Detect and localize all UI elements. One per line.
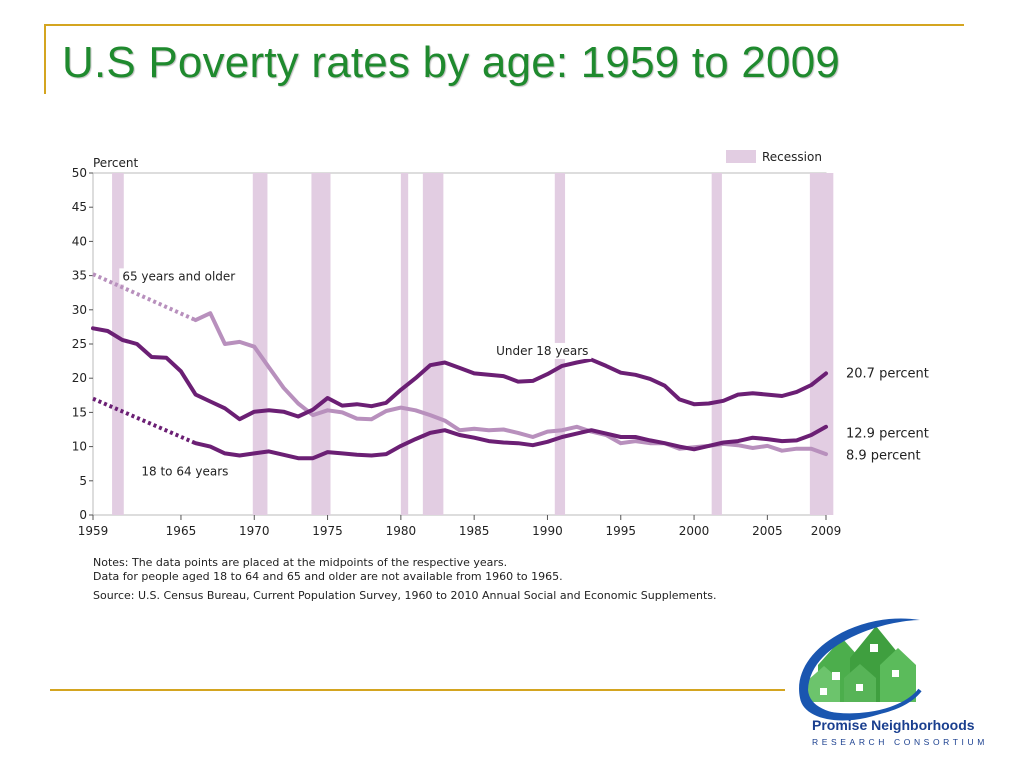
series-label-under-18-bg [493, 342, 592, 359]
y-tick-label: 30 [72, 303, 87, 317]
x-tick-label: 2000 [679, 524, 710, 538]
top-accent-rule [44, 24, 964, 26]
recession-bar [809, 173, 834, 515]
recession-bar [252, 173, 268, 515]
recession-bar [400, 173, 409, 515]
house-cluster-icon [808, 626, 916, 702]
legend-label: Recession [762, 150, 822, 164]
note-line-2: Data for people aged 18 to 64 and 65 and… [93, 569, 563, 583]
recession-bar [711, 173, 722, 515]
x-tick-label: 2009 [811, 524, 842, 538]
y-tick-label: 5 [79, 474, 87, 488]
series-line [91, 326, 828, 422]
slide-title: U.S Poverty rates by age: 1959 to 2009 [62, 38, 841, 87]
poverty-line-chart: 0 5 10 15 20 25 30 35 40 45 50 1959 1965 1970 1975 1980… [60, 140, 940, 610]
recession-bar [112, 173, 124, 515]
y-tick-label: 25 [72, 337, 87, 351]
series-label-18-64-bg [138, 463, 232, 480]
end-value-label: 20.7 percent [846, 366, 929, 381]
recession-bar [311, 173, 331, 515]
x-tick-label: 1995 [605, 524, 636, 538]
x-tick-label: 1980 [386, 524, 417, 538]
chart-svg: 0 5 10 15 20 25 30 35 40 45 50 1959 1965 1970 1975 1980… [72, 150, 929, 538]
promise-neighborhoods-logo [799, 618, 922, 721]
source-line: Source: U.S. Census Bureau, Current Popu… [93, 589, 717, 602]
y-tick-label: 15 [72, 405, 87, 419]
x-tick-label: 1975 [312, 524, 343, 538]
chart-notes: Notes: The data points are placed at the… [93, 556, 717, 603]
y-tick-label: 20 [72, 371, 87, 385]
end-value-label: 8.9 percent [846, 448, 921, 463]
series-dotted-line [92, 396, 197, 446]
series-line [193, 424, 828, 461]
y-tick-label: 45 [72, 200, 87, 214]
y-tick-label: 40 [72, 234, 87, 248]
series-dotted-line [92, 272, 197, 322]
y-tick-label: 35 [72, 269, 87, 283]
x-tick-label: 2005 [752, 524, 783, 538]
plot-frame [92, 172, 827, 516]
x-tick-label: 1959 [78, 524, 109, 538]
y-tick-label: 50 [72, 166, 87, 180]
bottom-accent-rule [50, 689, 785, 691]
logo-name: Promise Neighborhoods [812, 717, 975, 733]
end-value-label: 12.9 percent [846, 427, 929, 442]
x-tick-label: 1985 [459, 524, 490, 538]
y-tick-label: 0 [79, 508, 87, 522]
y-tick-label: 10 [72, 440, 87, 454]
logo-subtitle: RESEARCH CONSORTIUM [812, 737, 988, 747]
x-tick-label: 1970 [239, 524, 270, 538]
series-label-under-18: Under 18 years [496, 344, 588, 358]
y-axis-label: Percent [93, 156, 138, 170]
series-label-65-plus-bg [119, 268, 239, 285]
series-label-18-64: 18 to 64 years [141, 464, 228, 478]
swoosh-icon [799, 618, 920, 721]
x-tick-label: 1965 [166, 524, 197, 538]
recession-bar [422, 173, 444, 515]
legend-swatch [726, 150, 756, 163]
x-tick-label: 1990 [532, 524, 563, 538]
left-accent-rule [44, 24, 46, 94]
note-line-1: Notes: The data points are placed at the… [93, 556, 508, 569]
series-label-65-plus: 65 years and older [122, 269, 235, 283]
